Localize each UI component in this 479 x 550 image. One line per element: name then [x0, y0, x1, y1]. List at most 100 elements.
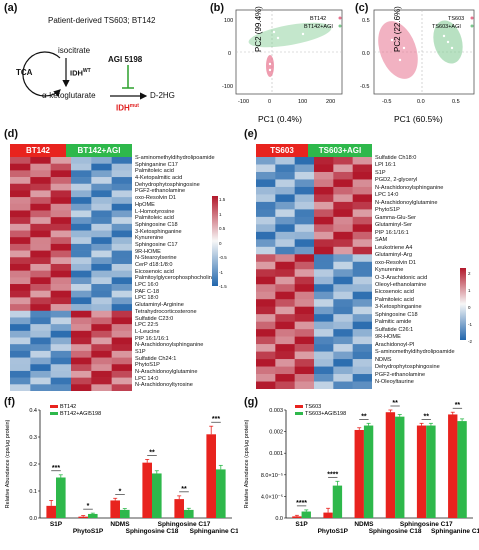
heatmap-cell	[30, 223, 51, 231]
heatmap-cell	[275, 359, 295, 367]
heatmap-cell	[10, 223, 31, 231]
point	[272, 30, 276, 34]
heatmap-cell	[10, 310, 31, 318]
heatmap-cell	[30, 270, 51, 278]
heatmap-cell	[91, 304, 112, 312]
heatmap-cell	[352, 224, 372, 233]
heatmap-cell	[91, 230, 112, 238]
isocitrate-label: isocitrate	[58, 46, 91, 55]
heatmap-cell	[111, 210, 132, 218]
y-tick-label: 0.001	[269, 451, 283, 457]
heatmap-cell	[30, 284, 51, 292]
heatmap-cell	[352, 291, 372, 300]
heatmap-cell	[256, 381, 276, 389]
point	[268, 62, 272, 66]
heatmap-cell	[314, 209, 334, 218]
heatmap-cell	[294, 179, 315, 188]
heatmap-cell	[50, 330, 72, 338]
heatmap-row-label: Kynurenine	[135, 235, 164, 242]
heatmap-row-label: HpOME	[135, 201, 155, 208]
heatmap-cell	[91, 350, 112, 358]
heatmap-row-label: Sulfatide C23:0	[135, 315, 174, 322]
heatmap-cell	[91, 330, 112, 338]
heatmap-cell	[275, 201, 295, 210]
significance-label: ****	[327, 471, 338, 478]
heatmap-cell	[294, 186, 315, 195]
heatmap-cell	[50, 203, 72, 211]
heatmap-cell	[50, 177, 72, 185]
significance-label: ***	[212, 416, 220, 423]
heatmap-cell	[91, 243, 112, 251]
category-label: Sphingosine C17	[400, 521, 453, 528]
point	[442, 34, 446, 38]
heatmap-cell	[294, 374, 315, 382]
heatmap-cell	[30, 183, 51, 191]
heatmap-row-label: Palmitoleic acid	[375, 296, 414, 303]
heatmap-cell	[91, 157, 112, 164]
heatmap-cell	[10, 203, 31, 211]
heatmap-cell	[30, 277, 51, 285]
bar	[457, 421, 467, 518]
category-label: Sphingosine C18	[126, 528, 179, 535]
heatmap-cell	[71, 384, 92, 391]
heatmap-e-labels: Sulfatide Ch18:0 LPI 16:1 S1P PGD2, 2-glyce…	[375, 155, 455, 387]
significance-label: ****	[296, 500, 307, 507]
heatmap-cell	[30, 263, 51, 271]
heatmap-cell	[314, 216, 334, 225]
heatmap-cell	[50, 217, 72, 225]
heatmap-cell	[71, 304, 92, 312]
bar	[216, 469, 226, 518]
heatmap-cell	[10, 377, 31, 385]
heatmap-cell	[256, 351, 276, 360]
heatmap-cell	[30, 210, 51, 218]
heatmap-cell	[294, 321, 315, 330]
heatmap-cell	[333, 269, 353, 278]
pca-c-xtick: 0.0	[417, 99, 425, 105]
heatmap-cell	[111, 377, 132, 385]
heatmap-cell	[294, 359, 315, 367]
heatmap-row-label: Palmitoylglycerophosphocholine	[135, 275, 215, 282]
heatmap-row-label: LPC 16:0	[135, 282, 159, 289]
heatmap-cell	[333, 359, 353, 367]
significance-label: **	[361, 413, 367, 420]
heatmap-row-label: 3-Ketosphinganine	[375, 304, 422, 311]
heatmap-cell	[111, 384, 132, 391]
heatmap-cell	[10, 243, 31, 251]
pca-c-xlabel: PC1 (60.5%)	[394, 114, 443, 124]
heatmap-row-label: N-Arachidonoylglutamine	[135, 369, 198, 375]
heatmap-row-label: PAF C-18	[135, 288, 160, 295]
heatmap-cell	[314, 157, 334, 165]
heatmap-cell	[333, 157, 353, 165]
heatmap-cell	[10, 177, 31, 185]
heatmap-cell	[50, 270, 72, 278]
heatmap-cell	[333, 366, 353, 375]
heatmap-cell	[111, 223, 132, 231]
heatmap-row-label: Sphingosine C18	[135, 221, 178, 228]
heatmap-cell	[314, 201, 334, 210]
heatmap-cell	[10, 183, 31, 191]
heatmap-cell	[314, 276, 334, 285]
heatmap-cell	[256, 201, 276, 210]
heatmap-cell	[256, 366, 276, 375]
pathway-arrows	[22, 51, 148, 100]
heatmap-cell	[111, 317, 132, 325]
category-label: NDMS	[354, 521, 374, 528]
heatmap-cell	[294, 171, 315, 180]
heatmap-cell	[50, 237, 72, 245]
category-label: Sphinganine C17	[190, 528, 238, 535]
heatmap-cell	[352, 314, 372, 322]
heatmap-cell	[10, 190, 31, 198]
heatmap-row-label: N-Stearoylserine	[135, 255, 177, 262]
heatmap-cell	[275, 254, 295, 263]
heatmap-cell	[294, 329, 315, 337]
heatmap-row-label: oxo-Resolvin D1	[375, 259, 417, 266]
bar	[46, 505, 56, 518]
heatmap-cell	[10, 370, 31, 378]
heatmap-cell	[256, 179, 276, 188]
heatmap-cell	[256, 359, 276, 367]
panel-letter-b: (b)	[210, 2, 225, 14]
heatmap-cell	[30, 243, 51, 251]
heatmap-cell	[91, 197, 112, 205]
legend-label: TS603	[448, 16, 464, 22]
heatmap-cell	[50, 317, 72, 325]
